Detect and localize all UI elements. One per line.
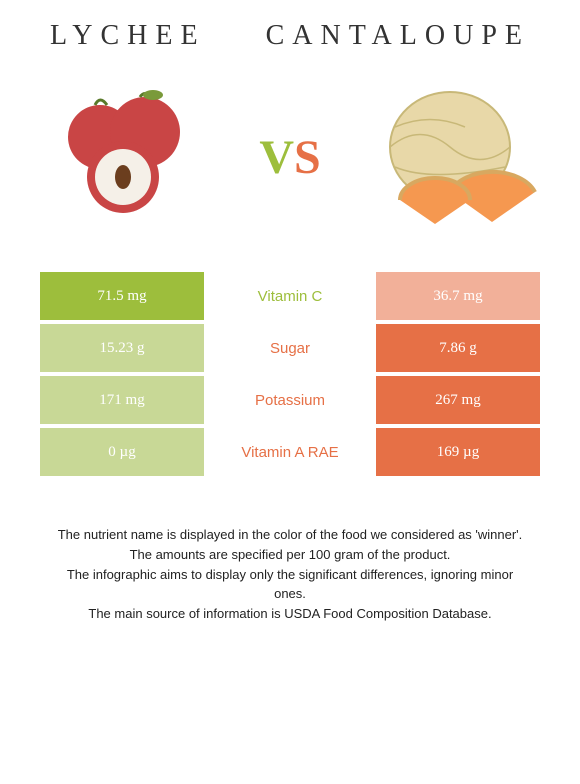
vs-v: V (259, 131, 294, 184)
nutrient-right-value: 267 mg (376, 376, 540, 424)
nutrient-row: 0 µgVitamin A RAE169 µg (40, 428, 540, 476)
nutrient-row: 15.23 gSugar7.86 g (40, 324, 540, 372)
nutrient-left-value: 15.23 g (40, 324, 204, 372)
nutrient-right-value: 7.86 g (376, 324, 540, 372)
vs-section: VS (20, 82, 560, 232)
footer-notes: The nutrient name is displayed in the co… (20, 526, 560, 623)
header: Lychee Cantaloupe (20, 20, 560, 52)
footer-line-1: The nutrient name is displayed in the co… (50, 526, 530, 544)
nutrient-label: Vitamin C (208, 272, 372, 320)
lychee-image (40, 82, 220, 232)
footer-line-4: The main source of information is USDA F… (50, 605, 530, 623)
lychee-icon (45, 87, 215, 227)
nutrient-right-value: 36.7 mg (376, 272, 540, 320)
footer-line-3: The infographic aims to display only the… (50, 566, 530, 602)
nutrient-row: 171 mgPotassium267 mg (40, 376, 540, 424)
nutrient-label: Sugar (208, 324, 372, 372)
footer-line-2: The amounts are specified per 100 gram o… (50, 546, 530, 564)
nutrient-table: 71.5 mgVitamin C36.7 mg15.23 gSugar7.86 … (20, 272, 560, 476)
nutrient-left-value: 171 mg (40, 376, 204, 424)
nutrient-row: 71.5 mgVitamin C36.7 mg (40, 272, 540, 320)
left-fruit-title: Lychee (50, 20, 206, 52)
nutrient-right-value: 169 µg (376, 428, 540, 476)
nutrient-label: Vitamin A RAE (208, 428, 372, 476)
vs-s: S (294, 131, 321, 184)
nutrient-label: Potassium (208, 376, 372, 424)
vs-label: VS (259, 130, 320, 185)
cantaloupe-image (360, 82, 540, 232)
nutrient-left-value: 71.5 mg (40, 272, 204, 320)
right-fruit-title: Cantaloupe (266, 20, 530, 52)
nutrient-left-value: 0 µg (40, 428, 204, 476)
cantaloupe-icon (360, 82, 540, 232)
